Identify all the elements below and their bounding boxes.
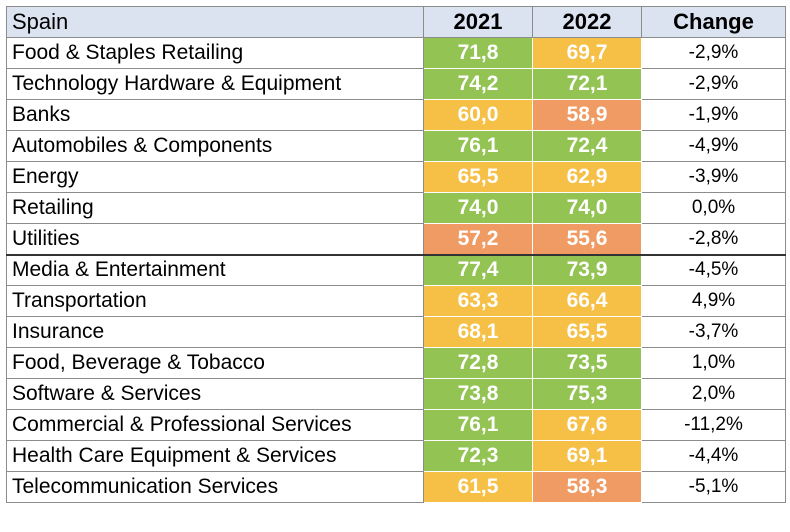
row-name-cell: Health Care Equipment & Services (6, 440, 424, 472)
score-2022-cell: 66,4 (532, 285, 642, 317)
score-2022-cell: 75,3 (532, 378, 642, 410)
score-2021-cell: 73,8 (423, 378, 533, 410)
score-2021-cell: 74,0 (423, 192, 533, 224)
row-name-cell: Insurance (6, 316, 424, 348)
score-2022-cell: 74,0 (532, 192, 642, 224)
score-2022-cell: 73,9 (532, 253, 642, 286)
row-name-cell: Technology Hardware & Equipment (6, 68, 424, 100)
row-name-cell: Telecommunication Services (6, 471, 424, 503)
table-row: Utilities 57,2 55,6 -2,8% (6, 223, 786, 255)
change-cell: 1,0% (641, 347, 786, 379)
table-row: Retailing 74,0 74,0 0,0% (6, 192, 786, 224)
table-row: Banks 60,0 58,9 -1,9% (6, 99, 786, 131)
header-country: Spain (6, 6, 424, 38)
header-2021: 2021 (423, 6, 533, 38)
score-2021-cell: 74,2 (423, 68, 533, 100)
score-2021-cell: 60,0 (423, 99, 533, 131)
change-cell: -4,9% (641, 130, 786, 162)
row-name-cell: Banks (6, 99, 424, 131)
row-name-cell: Energy (6, 161, 424, 193)
score-2022-cell: 62,9 (532, 161, 642, 193)
header-row: Spain 2021 2022 Change (6, 6, 786, 38)
score-2022-cell: 69,7 (532, 37, 642, 69)
table-row: Energy 65,5 62,9 -3,9% (6, 161, 786, 193)
row-name-cell: Software & Services (6, 378, 424, 410)
score-2021-cell: 72,8 (423, 347, 533, 379)
table-row: Insurance 68,1 65,5 -3,7% (6, 316, 786, 348)
table-row: Commercial & Professional Services 76,1 67… (6, 409, 786, 441)
table-row: Automobiles & Components 76,1 72,4 -4,9% (6, 130, 786, 162)
row-name-cell: Food & Staples Retailing (6, 37, 424, 69)
header-change: Change (641, 6, 786, 38)
change-cell: -4,5% (641, 253, 786, 286)
change-cell: 2,0% (641, 378, 786, 410)
row-name-cell: Retailing (6, 192, 424, 224)
table-row: Technology Hardware & Equipment 74,2 72,1-… (6, 68, 786, 100)
header-2022: 2022 (532, 6, 642, 38)
table-row: Food, Beverage & Tobacco 72,8 73,5 1,0% (6, 347, 786, 379)
table-row: Software & Services 73,8 75,3 2,0% (6, 378, 786, 410)
change-cell: 0,0% (641, 192, 786, 224)
row-name-cell: Transportation (6, 285, 424, 317)
change-cell: -2,9% (641, 68, 786, 100)
table-row: Food & Staples Retailing 71,8 69,7 -2,9% (6, 37, 786, 69)
score-2022-cell: 58,9 (532, 99, 642, 131)
score-2021-cell: 71,8 (423, 37, 533, 69)
change-cell: -2,8% (641, 223, 786, 255)
row-name-cell: Utilities (6, 223, 424, 255)
table-row: Media & Entertainment 77,4 73,9 -4,5% (6, 253, 786, 286)
change-cell: -11,2% (641, 409, 786, 441)
score-2022-cell: 69,1 (532, 440, 642, 472)
change-cell: 4,9% (641, 285, 786, 317)
score-2022-cell: 67,6 (532, 409, 642, 441)
score-2021-cell: 65,5 (423, 161, 533, 193)
row-name-cell: Commercial & Professional Services (6, 409, 424, 441)
row-name-cell: Food, Beverage & Tobacco (6, 347, 424, 379)
change-cell: -4,4% (641, 440, 786, 472)
change-cell: -3,9% (641, 161, 786, 193)
score-2021-cell: 76,1 (423, 409, 533, 441)
scores-table: Spain 2021 2022 Change Food & Staples Re… (6, 6, 786, 503)
row-name-cell: Media & Entertainment (6, 253, 424, 286)
score-2021-cell: 57,2 (423, 223, 533, 255)
score-2022-cell: 65,5 (532, 316, 642, 348)
score-2022-cell: 73,5 (532, 347, 642, 379)
table-row: Transportation 63,3 66,4 4,9% (6, 285, 786, 317)
score-2022-cell: 55,6 (532, 223, 642, 255)
row-name-cell: Automobiles & Components (6, 130, 424, 162)
score-2021-cell: 72,3 (423, 440, 533, 472)
score-2021-cell: 61,5 (423, 471, 533, 503)
table-row: Telecommunication Services 61,5 58,3 -5,1% (6, 471, 786, 503)
change-cell: -5,1% (641, 471, 786, 503)
change-cell: -3,7% (641, 316, 786, 348)
score-2021-cell: 63,3 (423, 285, 533, 317)
score-2022-cell: 58,3 (532, 471, 642, 503)
score-2022-cell: 72,4 (532, 130, 642, 162)
table-row: Health Care Equipment & Services 72,3 69,1… (6, 440, 786, 472)
score-2021-cell: 77,4 (423, 253, 533, 286)
score-2021-cell: 76,1 (423, 130, 533, 162)
change-cell: -1,9% (641, 99, 786, 131)
score-2021-cell: 68,1 (423, 316, 533, 348)
score-2022-cell: 72,1 (532, 68, 642, 100)
change-cell: -2,9% (641, 37, 786, 69)
